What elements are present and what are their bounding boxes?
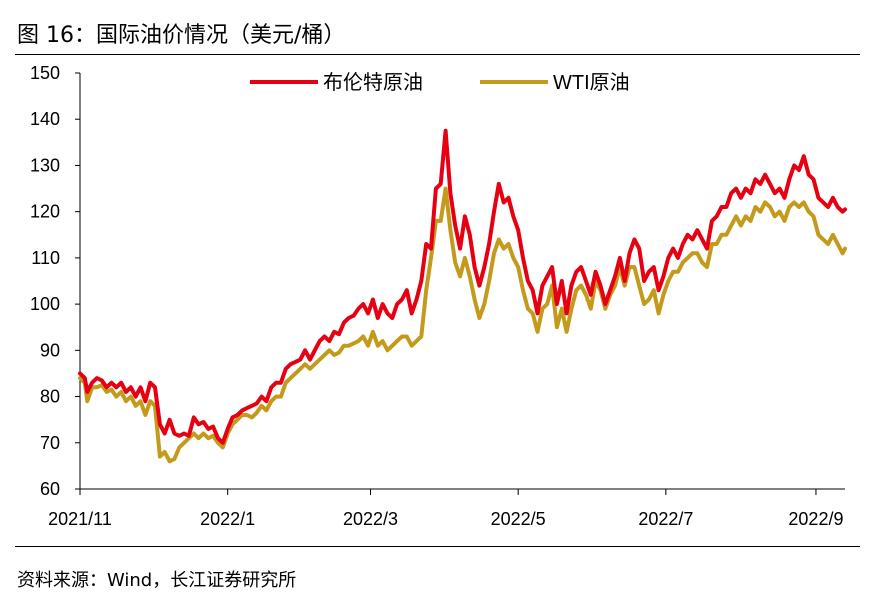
y-tick-label: 120 [30,202,60,222]
y-tick-label: 110 [31,248,60,268]
legend-label-1: WTI原油 [553,71,630,94]
x-tick-label: 2022/9 [788,509,843,529]
x-tick-label: 2021/11 [48,509,112,529]
y-tick-label: 60 [40,479,60,499]
bottom-rule [15,546,860,547]
x-tick-label: 2022/3 [343,509,398,529]
y-tick-label: 130 [30,155,60,175]
source-note: 资料来源：Wind，长江证券研究所 [17,570,297,591]
chart-legend: 布伦特原油 WTI原油 [250,71,630,94]
series-line-brent [78,128,847,445]
y-tick-label: 70 [40,433,60,453]
y-tick-label: 150 [30,63,60,83]
y-tick-label: 80 [40,387,60,407]
y-tick-label: 90 [40,340,60,360]
y-tick-label: 140 [30,109,60,129]
legend-label-0: 布伦特原油 [323,71,423,94]
x-tick-label: 2022/5 [491,509,546,529]
x-tick-label: 2022/1 [200,509,255,529]
figure-title: 图 16：国际油价情况（美元/桶） [17,23,346,48]
series-line-wti [78,186,847,464]
chart-axes: 60 70 80 90 100 110 120 130 140 150 2021/11 2022/1 2… [30,63,845,529]
x-tick-label: 2022/7 [638,509,693,529]
title-rule [15,54,860,55]
y-tick-label: 100 [30,294,60,314]
chart-series [78,128,847,464]
